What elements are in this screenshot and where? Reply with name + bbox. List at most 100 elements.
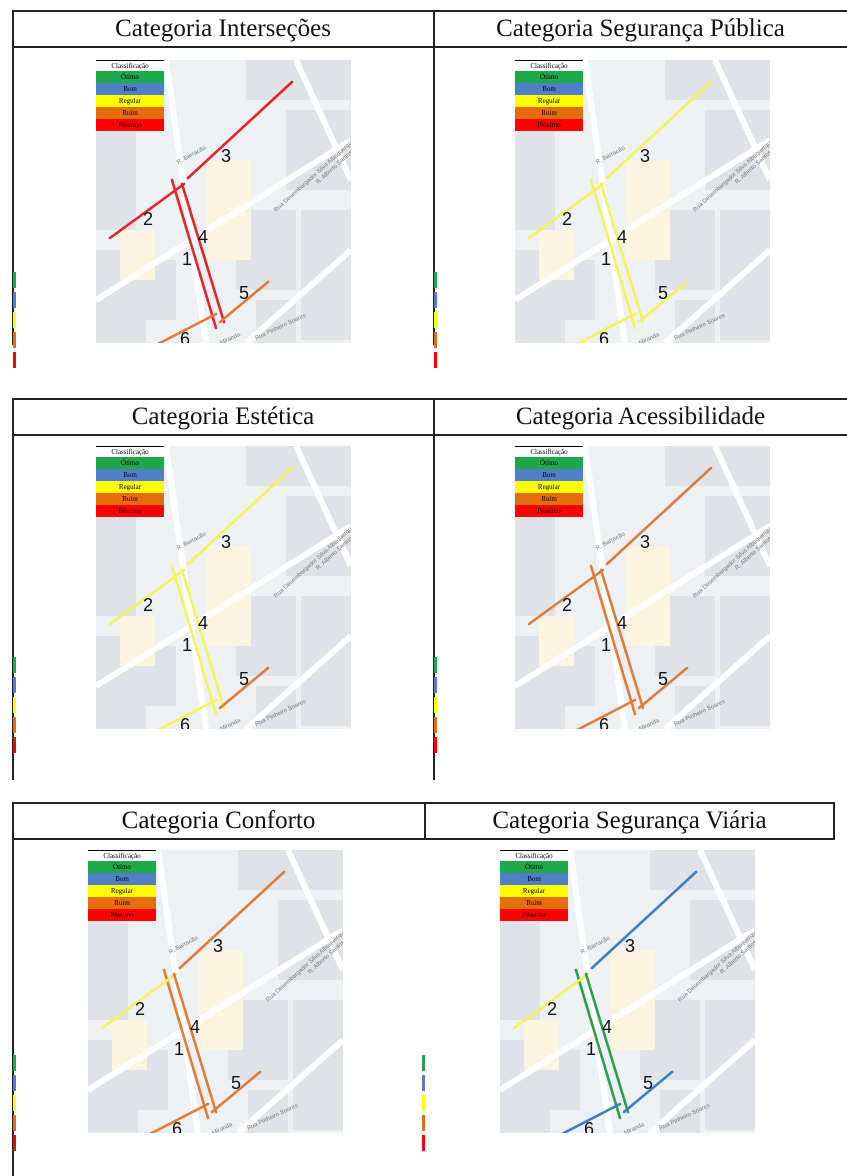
road <box>663 247 770 343</box>
segment-number: 2 <box>143 595 153 615</box>
color-marker <box>434 292 437 308</box>
color-marker <box>422 1135 425 1151</box>
legend-title: Classificação <box>88 851 156 861</box>
segment-number: 4 <box>198 613 208 633</box>
road <box>663 633 770 729</box>
legend-item: Ruim <box>500 897 568 909</box>
color-marker <box>434 272 437 288</box>
column-divider <box>12 398 14 780</box>
street-name: R. Miranda <box>204 1122 234 1133</box>
color-marker <box>434 352 437 368</box>
segment-number: 5 <box>658 669 668 689</box>
segment-number: 1 <box>182 249 192 269</box>
segment-number: 2 <box>562 209 572 229</box>
color-marker <box>13 697 16 713</box>
classification-legend: Classificação Ótimo Bom Regular Ruim Péssimo <box>88 850 156 921</box>
legend-title: Classificação <box>515 447 583 457</box>
color-marker <box>13 1115 16 1131</box>
color-marker <box>13 657 16 673</box>
classification-legend: Classificação Ótimo Bom Regular Ruim Péssimo <box>500 850 568 921</box>
column-divider <box>833 802 835 840</box>
road <box>515 137 770 303</box>
legend-item: Bom <box>515 469 583 481</box>
color-marker-strip <box>13 1055 16 1155</box>
color-marker <box>13 717 16 733</box>
evaluated-segment-5 <box>218 666 270 710</box>
color-marker <box>434 697 437 713</box>
legend-item: Bom <box>96 83 164 95</box>
evaluated-segment-5 <box>210 1070 262 1114</box>
map-conforto: R. Barracão Rua Desembargador Silva Albuq… <box>88 850 343 1133</box>
color-marker <box>434 332 437 348</box>
evaluated-segment-6 <box>576 698 637 729</box>
map-graphic: R. Barracão Rua Desembargador Silva Albuq… <box>96 446 351 729</box>
map-seguranca-viaria: R. Barracão Rua Desembargador Silva Albuq… <box>500 850 755 1133</box>
panel-title: Categoria Interseções <box>12 10 434 48</box>
segment-number: 3 <box>625 936 635 956</box>
segment-number: 1 <box>182 635 192 655</box>
color-marker <box>13 292 16 308</box>
evaluated-segment-4 <box>172 972 218 1114</box>
color-marker <box>13 352 16 368</box>
segment-number: 6 <box>180 715 190 729</box>
color-marker-strip <box>422 1055 425 1155</box>
road <box>244 633 351 729</box>
city-block <box>88 910 128 1020</box>
segment-number: 3 <box>640 532 650 552</box>
road <box>88 927 343 1093</box>
evaluated-segment-2 <box>100 972 178 1030</box>
segment-number: 2 <box>135 999 145 1019</box>
map-estetica: R. Barracão Rua Desembargador Silva Albuq… <box>96 446 351 729</box>
evaluated-segment-1 <box>170 178 218 330</box>
legend-title: Classificação <box>500 851 568 861</box>
street-name: R. Miranda <box>212 718 242 729</box>
segment-number: 3 <box>221 532 231 552</box>
color-marker <box>13 677 16 693</box>
road <box>285 850 343 972</box>
road <box>648 1037 755 1133</box>
color-marker-strip <box>13 272 16 372</box>
evaluated-segment-1 <box>589 564 637 716</box>
city-block <box>500 910 540 1020</box>
column-divider <box>424 802 426 840</box>
legend-item: Regular <box>88 885 156 897</box>
evaluated-segment-4 <box>584 972 630 1114</box>
legend-item: Péssimo <box>96 119 164 131</box>
segment-number: 1 <box>586 1039 596 1059</box>
city-block <box>515 120 555 230</box>
evaluated-segment-2 <box>527 568 605 626</box>
evaluated-segment-4 <box>599 182 645 324</box>
classification-legend: Classificação Ótimo Bom Regular Ruim Péssimo <box>96 446 164 517</box>
segment-number: 6 <box>172 1119 182 1133</box>
legend-item: Péssimo <box>515 119 583 131</box>
legend-item: Regular <box>515 95 583 107</box>
evaluated-segment-3 <box>178 870 286 970</box>
city-block <box>96 506 136 616</box>
legend-title: Classificação <box>96 447 164 457</box>
legend-item: Bom <box>96 469 164 481</box>
road <box>236 1037 343 1133</box>
segment-number: 6 <box>584 1119 594 1133</box>
legend-item: Ruim <box>515 493 583 505</box>
evaluated-segment-6 <box>149 1102 210 1133</box>
evaluated-segment-1 <box>170 564 218 716</box>
road <box>244 247 351 343</box>
street-name: R. Miranda <box>616 1122 646 1133</box>
column-divider <box>433 10 435 345</box>
evaluated-segment-4 <box>180 568 226 710</box>
legend-item: Regular <box>515 481 583 493</box>
evaluated-segment-5 <box>218 280 270 324</box>
evaluated-segment-1 <box>589 178 637 330</box>
color-marker <box>434 312 437 328</box>
legend-item: Ruim <box>515 107 583 119</box>
segment-number: 4 <box>617 613 627 633</box>
color-marker <box>13 312 16 328</box>
column-divider <box>12 802 14 1176</box>
legend-item: Péssimo <box>96 505 164 517</box>
column-divider <box>12 48 14 345</box>
panel-title: Categoria Estética <box>12 398 434 436</box>
segment-number: 3 <box>221 146 231 166</box>
legend-title: Classificação <box>515 61 583 71</box>
road <box>293 60 351 182</box>
segment-number: 6 <box>599 329 609 343</box>
